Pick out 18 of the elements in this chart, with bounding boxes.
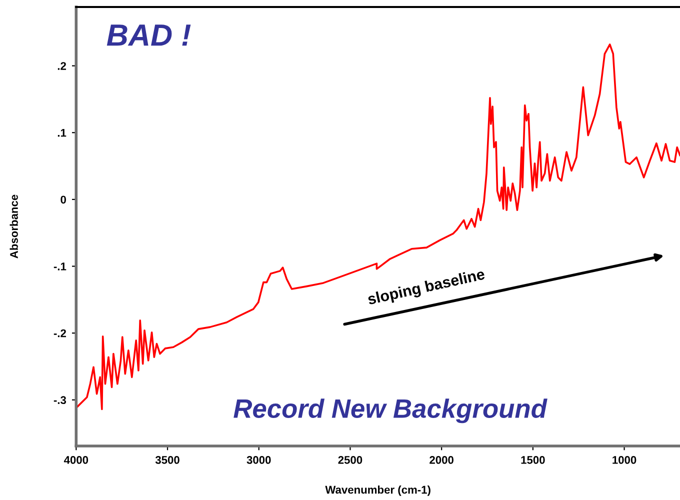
x-tick-label: 1000 [612, 456, 636, 464]
y-tick-label: -.2 [54, 329, 66, 338]
x-axis-title: Wavenumber (cm-1) [325, 486, 430, 496]
x-tick-label: 3500 [155, 456, 180, 464]
x-tick-label: 4000 [64, 456, 88, 464]
x-tick-label: 2000 [430, 456, 454, 464]
annotation: BAD ! [106, 24, 191, 46]
x-tick-label: 1500 [521, 456, 545, 464]
x-tick-label: 2500 [338, 456, 362, 464]
y-tick-label: 0 [60, 196, 66, 204]
y-tick-label: -.1 [54, 262, 66, 270]
y-axis-title: Absorbance [10, 194, 18, 258]
y-tick-label: .1 [58, 129, 66, 137]
annotation: sloping baseline [366, 268, 486, 308]
x-tick-label: 3000 [246, 456, 271, 464]
y-tick-label: -.3 [54, 396, 66, 404]
y-tick-label: .2 [58, 62, 66, 70]
annotation: Record New Background [234, 398, 548, 424]
